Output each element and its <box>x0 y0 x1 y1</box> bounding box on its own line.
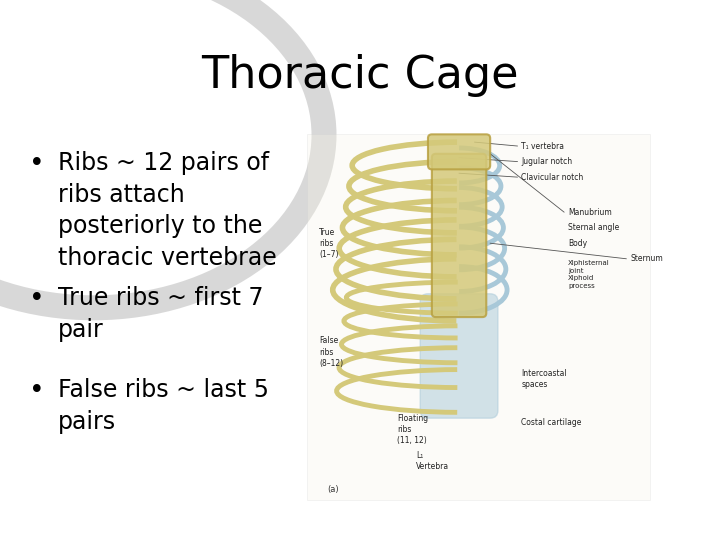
Text: True
ribs
(1–7): True ribs (1–7) <box>319 228 338 259</box>
Text: False ribs ~ last 5
pairs: False ribs ~ last 5 pairs <box>58 378 269 434</box>
Text: Clavicular notch: Clavicular notch <box>521 173 583 181</box>
FancyBboxPatch shape <box>428 134 490 170</box>
Text: Sternum: Sternum <box>630 254 663 264</box>
Text: T₁ vertebra: T₁ vertebra <box>521 141 564 151</box>
Text: Xiphisternal
joint
Xiphoid
process: Xiphisternal joint Xiphoid process <box>568 260 610 288</box>
FancyBboxPatch shape <box>307 134 649 500</box>
Text: •: • <box>29 151 45 177</box>
Text: •: • <box>29 378 45 404</box>
Text: True ribs ~ first 7
pair: True ribs ~ first 7 pair <box>58 286 263 342</box>
Text: L₁
Vertebra: L₁ Vertebra <box>416 451 449 471</box>
Text: Sternal angle: Sternal angle <box>568 223 619 232</box>
Text: Thoracic Cage: Thoracic Cage <box>202 54 518 97</box>
Text: Intercoastal
spaces: Intercoastal spaces <box>521 369 567 389</box>
Text: Body: Body <box>568 239 587 248</box>
Text: Floating
ribs
(11, 12): Floating ribs (11, 12) <box>397 414 428 446</box>
Text: Ribs ~ 12 pairs of
ribs attach
posteriorly to the
thoracic vertebrae: Ribs ~ 12 pairs of ribs attach posterior… <box>58 151 276 270</box>
Text: Manubrium: Manubrium <box>568 207 612 217</box>
FancyBboxPatch shape <box>420 294 498 418</box>
FancyBboxPatch shape <box>432 154 486 317</box>
Text: Jugular notch: Jugular notch <box>521 157 572 166</box>
Text: (a): (a) <box>327 485 338 494</box>
Text: Costal cartilage: Costal cartilage <box>521 417 582 427</box>
Text: •: • <box>29 286 45 312</box>
Text: False
ribs
(8–12): False ribs (8–12) <box>319 336 343 368</box>
